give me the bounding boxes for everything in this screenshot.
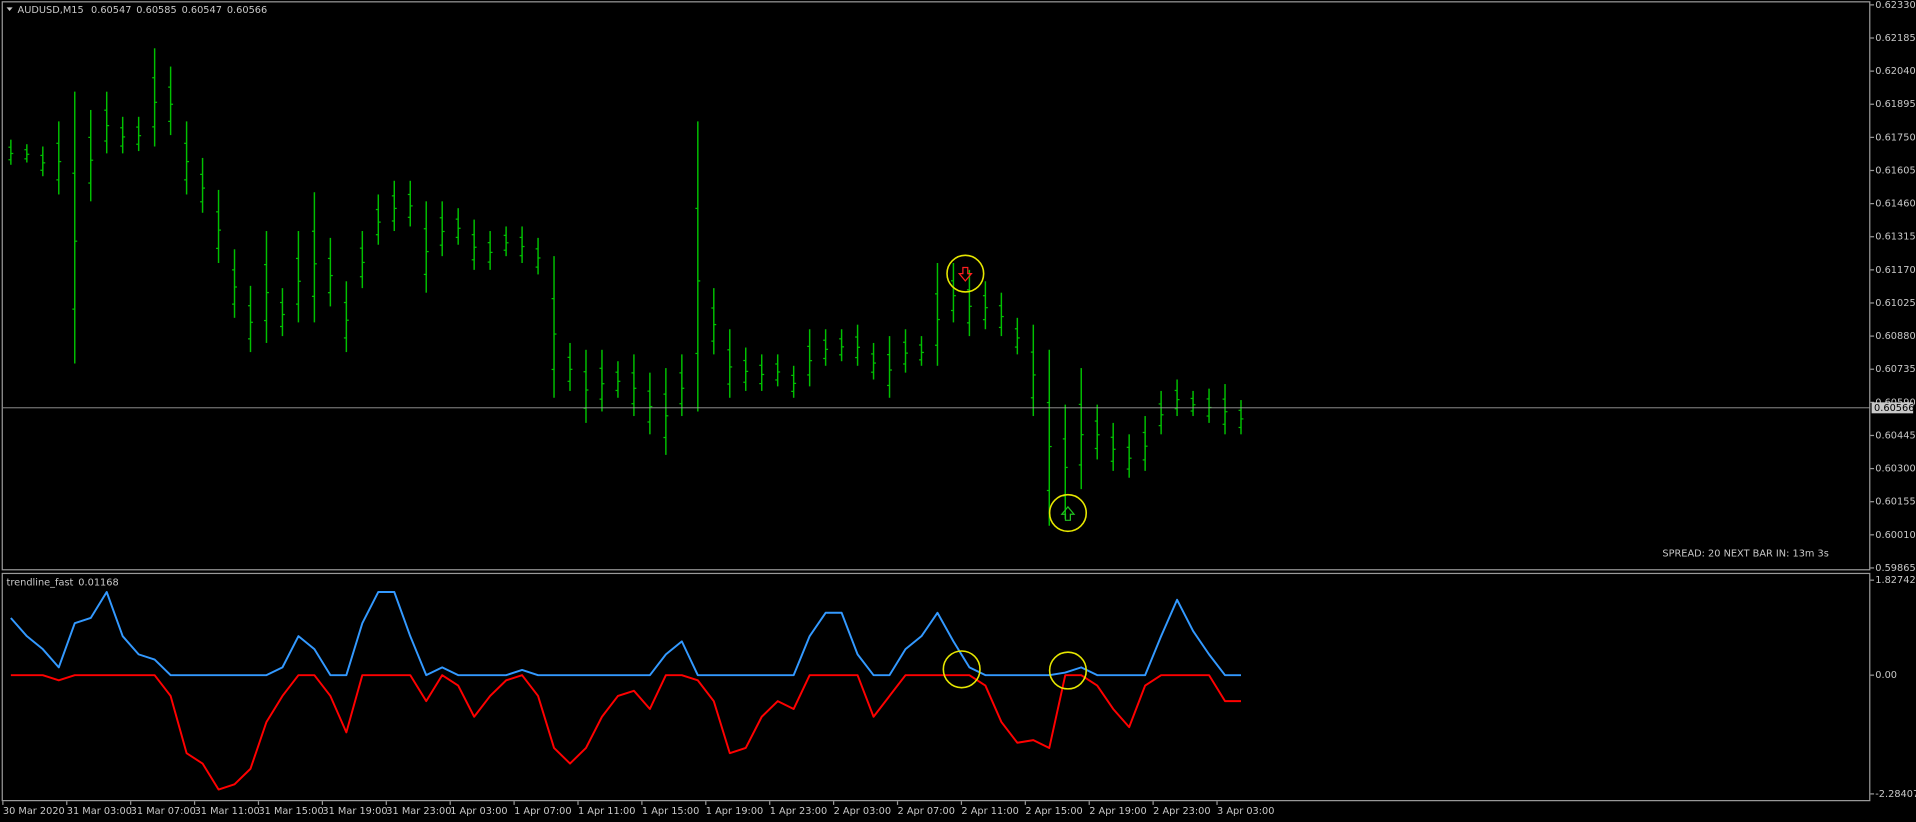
low: 0.60547 [182,5,222,16]
x-tick-label: 3 Apr 03:00 [1217,806,1274,817]
signal-circle [942,650,981,689]
y-tick-label: 0.60155 [1875,497,1915,508]
x-tick-label: 1 Apr 07:00 [514,806,571,817]
y-tick-label: -2.28407 [1875,789,1916,800]
x-tick-label: 31 Mar 15:00 [258,806,323,817]
open: 0.60547 [91,5,131,16]
signal-circle [946,254,985,293]
x-tick-label: 1 Apr 15:00 [642,806,699,817]
y-tick-label: 0.60010 [1875,530,1915,541]
x-tick-label: 2 Apr 15:00 [1025,806,1082,817]
y-tick-label: 0.61025 [1875,298,1915,309]
x-tick-label: 30 Mar 2020 [3,806,65,817]
x-tick-label: 1 Apr 23:00 [770,806,827,817]
signal-circle [1048,493,1088,533]
y-tick-label: 0.60300 [1875,464,1915,475]
x-tick-label: 31 Mar 19:00 [322,806,387,817]
y-tick-label: 0.62185 [1875,33,1915,44]
menu-triangle [6,7,13,11]
high: 0.60585 [136,5,176,16]
y-tick-label: 0.61315 [1875,232,1915,243]
price-panel-frame [1,1,1871,571]
y-tick-label: 0.61895 [1875,99,1915,110]
signal-circle [1048,651,1088,690]
x-tick-label: 2 Apr 11:00 [961,806,1018,817]
indicator-panel-frame [1,572,1871,802]
indicator-header: trendline_fast 0.01168 [7,578,119,589]
x-tick-label: 2 Apr 19:00 [1089,806,1146,817]
x-tick-label: 2 Apr 03:00 [834,806,891,817]
sell-arrow [957,266,973,282]
last-price-label: 0.60566 [1874,403,1914,414]
close: 0.60566 [227,5,267,16]
x-tick-label: 31 Mar 23:00 [386,806,451,817]
x-tick-label: 2 Apr 23:00 [1153,806,1210,817]
indicator-value: 0.01168 [78,578,118,589]
y-tick-label: 0.62330 [1875,0,1915,11]
y-tick-label: 0.60735 [1875,364,1915,375]
signal-annotations [942,254,1088,690]
y-tick-label: 0.60880 [1875,331,1915,342]
symbol: AUDUSD,M15 [18,5,84,16]
x-tick-label: 31 Mar 11:00 [195,806,260,817]
y-tick-label: 0.00 [1875,670,1897,681]
last-price-tag [1871,402,1914,414]
y-tick-label: 0.61605 [1875,165,1915,176]
x-tick-label: 31 Mar 03:00 [67,806,132,817]
x-tick-label: 1 Apr 03:00 [450,806,507,817]
x-tick-label: 1 Apr 19:00 [706,806,763,817]
x-tick-label: 2 Apr 07:00 [898,806,955,817]
y-tick-label: 0.61460 [1875,199,1915,210]
header: AUDUSD,M15 0.60547 0.60585 0.60547 0.60566 [18,5,268,16]
x-tick-label: 1 Apr 11:00 [578,806,635,817]
indicator-name: trendline_fast [7,578,74,589]
y-tick-label: 0.61170 [1875,265,1915,276]
y-tick-label: 1.82742 [1875,575,1915,586]
indicator-line [10,674,1241,791]
spread-info: SPREAD: 20 NEXT BAR IN: 13m 3s [1662,548,1828,559]
indicator-line [10,591,1241,677]
x-tick-label: 31 Mar 07:00 [131,806,196,817]
y-tick-label: 0.59865 [1875,563,1915,574]
y-tick-label: 0.60445 [1875,430,1915,441]
y-tick-label: 0.62040 [1875,66,1915,77]
y-tick-label: 0.61750 [1875,132,1915,143]
buy-arrow [1060,505,1076,521]
